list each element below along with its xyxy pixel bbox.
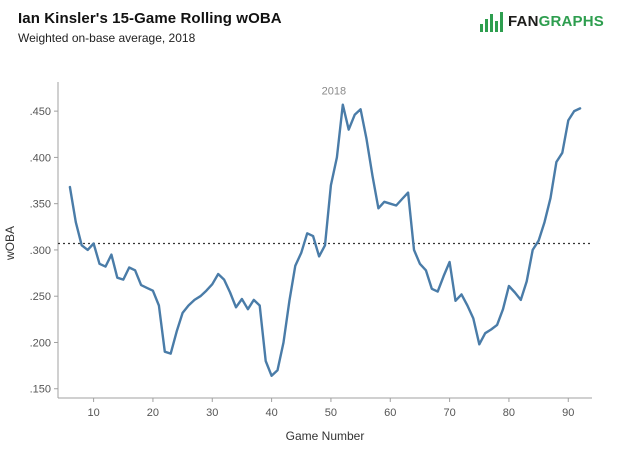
logo-text-fan: FAN <box>508 13 539 30</box>
x-tick-label: 20 <box>147 407 159 419</box>
x-tick-label: 50 <box>325 407 337 419</box>
x-tick-label: 30 <box>206 407 218 419</box>
y-tick-label: .450 <box>30 106 51 118</box>
y-tick-label: .150 <box>30 384 51 396</box>
y-tick-label: .400 <box>30 152 51 164</box>
x-tick-label: 40 <box>265 407 277 419</box>
chart-area: .150 .200 .250 .300 .350 .400 .450 10 20 30 40 50 60… <box>0 66 620 458</box>
logo-text-graphs: GRAPHS <box>538 13 604 30</box>
page-title: Ian Kinsler's 15-Game Rolling wOBA <box>18 10 282 27</box>
y-tick-label: .300 <box>30 245 51 257</box>
y-axis-label: wOBA <box>3 226 17 261</box>
chart-header: Ian Kinsler's 15-Game Rolling wOBA Weigh… <box>18 10 282 45</box>
fangraphs-logo: FANGRAPHS <box>480 12 604 32</box>
y-tick-label: .250 <box>30 291 51 303</box>
page-subtitle: Weighted on-base average, 2018 <box>18 31 196 45</box>
chart-svg: .150 .200 .250 .300 .350 .400 .450 10 20 30 40 50 60… <box>3 82 592 443</box>
bar-graph-icon <box>480 12 504 32</box>
x-axis-label: Game Number <box>286 429 365 443</box>
fangraphs-logo-text: FANGRAPHS <box>508 12 604 32</box>
y-tick-label: .350 <box>30 199 51 211</box>
woba-line-series <box>68 103 582 377</box>
x-tick-label: 90 <box>562 407 574 419</box>
x-tick-label: 60 <box>384 407 396 419</box>
x-tick-label: 70 <box>443 407 455 419</box>
y-tick-label: .200 <box>30 337 51 349</box>
x-tick-label: 80 <box>503 407 515 419</box>
series-annotation: 2018 <box>322 85 346 97</box>
x-tick-label: 10 <box>87 407 99 419</box>
